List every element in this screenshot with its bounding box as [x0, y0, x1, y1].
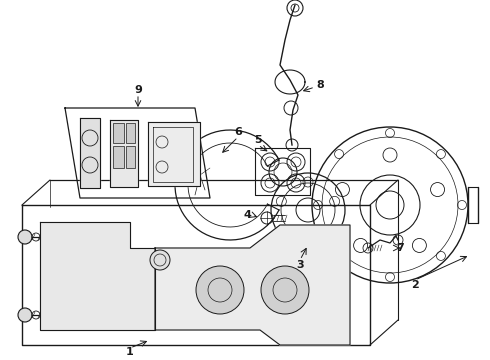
Circle shape — [188, 258, 252, 322]
Polygon shape — [110, 120, 138, 187]
Circle shape — [261, 266, 309, 314]
Circle shape — [196, 266, 244, 314]
Polygon shape — [155, 225, 350, 345]
Text: 1: 1 — [126, 347, 134, 357]
Circle shape — [253, 258, 317, 322]
Text: 9: 9 — [134, 85, 142, 95]
Polygon shape — [148, 122, 200, 186]
Circle shape — [18, 308, 32, 322]
Text: 6: 6 — [234, 127, 242, 137]
Text: 4: 4 — [243, 210, 251, 220]
Text: 3: 3 — [296, 260, 304, 270]
Bar — [126, 146, 135, 168]
Polygon shape — [40, 222, 155, 330]
Bar — [126, 123, 135, 143]
Bar — [113, 123, 124, 143]
Text: 5: 5 — [254, 135, 262, 145]
Text: 2: 2 — [411, 280, 419, 290]
Circle shape — [150, 250, 170, 270]
Text: 8: 8 — [316, 80, 324, 90]
Bar — [113, 146, 124, 168]
Circle shape — [18, 230, 32, 244]
Polygon shape — [80, 118, 100, 188]
Text: 7: 7 — [396, 243, 404, 253]
